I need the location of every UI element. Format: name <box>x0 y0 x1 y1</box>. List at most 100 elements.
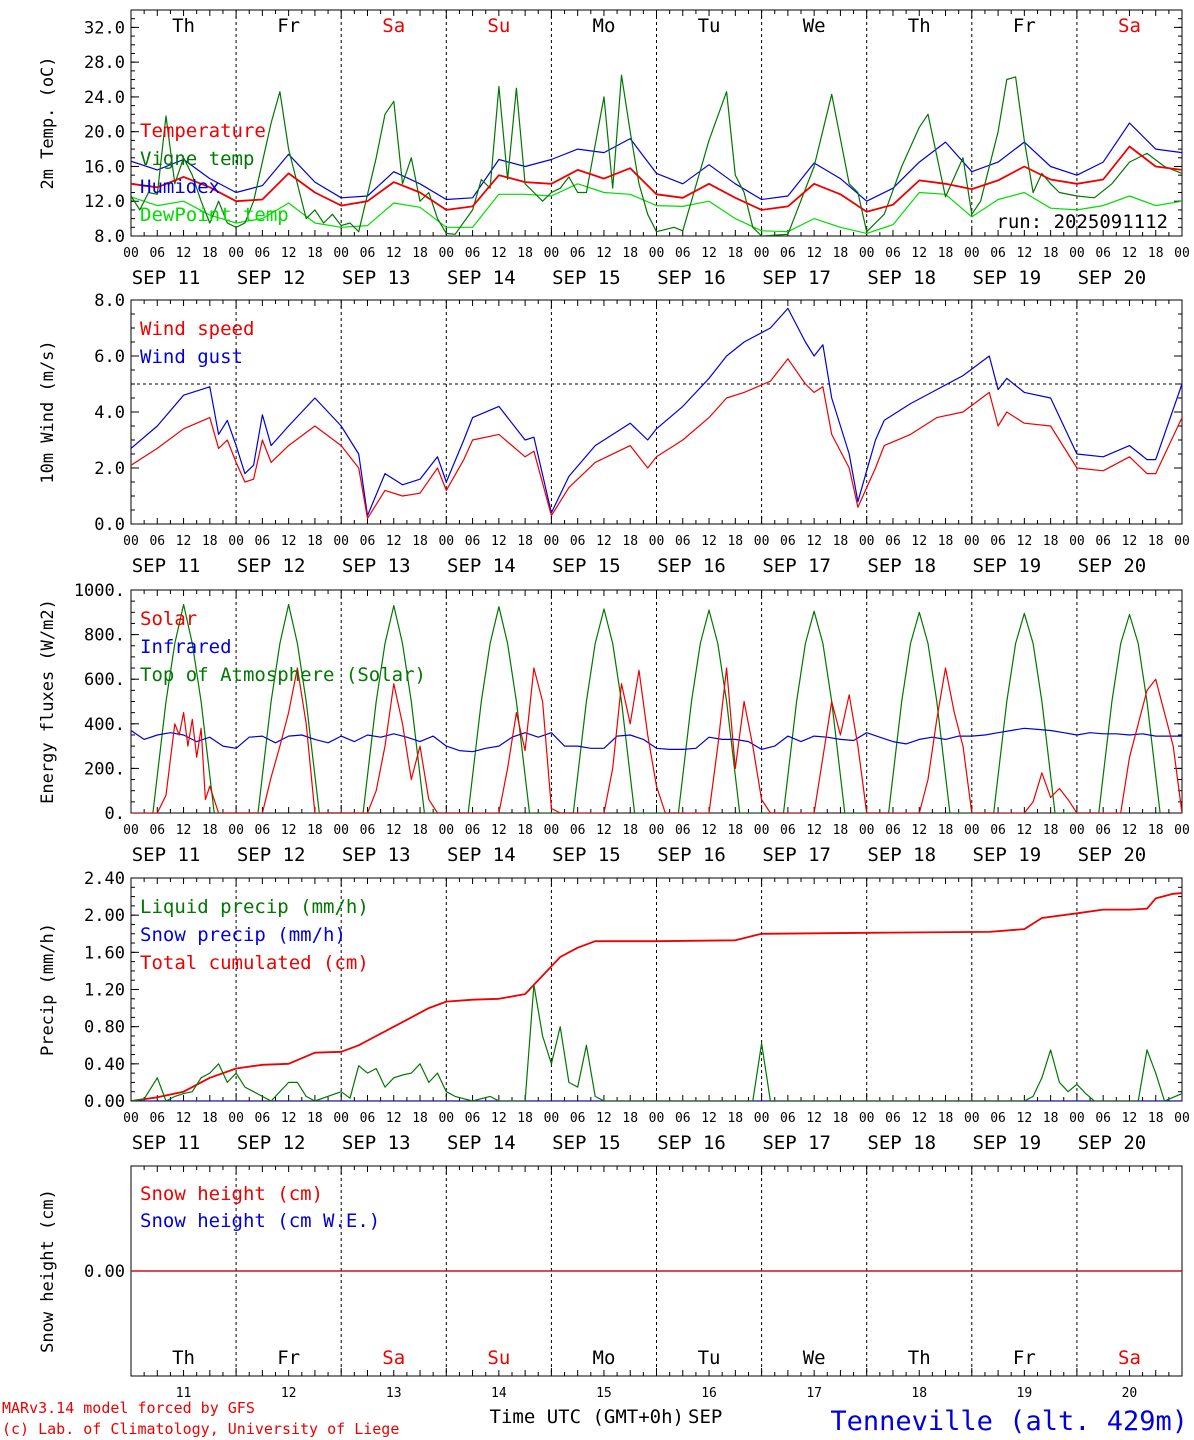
date-label: SEP 20 <box>1078 1132 1147 1154</box>
day-of-week-label: Mo <box>593 1347 616 1369</box>
hour-tick-label: 18 <box>307 534 323 549</box>
hour-tick-label: 06 <box>885 246 901 261</box>
day-of-week-label: Sa <box>382 1347 405 1369</box>
hour-tick-label: 00 <box>1174 246 1190 261</box>
hour-tick-label: 12 <box>491 534 507 549</box>
day-of-week-label: Th <box>172 1347 195 1369</box>
hour-tick-label: 12 <box>176 534 192 549</box>
date-label: SEP 12 <box>237 844 306 866</box>
day-number-label: 12 <box>281 1386 297 1401</box>
series-group <box>131 603 1182 813</box>
hour-tick-label: 18 <box>727 823 743 838</box>
day-number-label: 13 <box>386 1386 402 1401</box>
day-of-week-label: Tu <box>698 1347 721 1369</box>
hour-tick-label: 00 <box>333 534 349 549</box>
hour-tick-label: 06 <box>465 1111 481 1126</box>
y-tick-label: 28.0 <box>84 53 125 73</box>
hour-tick-label: 00 <box>1069 823 1085 838</box>
hour-tick-label: 06 <box>990 823 1006 838</box>
y-tick-label: 1.20 <box>84 981 125 1001</box>
series-group <box>131 892 1182 1101</box>
hour-tick-label: 12 <box>386 1111 402 1126</box>
hour-tick-label: 12 <box>701 823 717 838</box>
legend-label: Wind speed <box>140 318 254 340</box>
hour-tick-label: 12 <box>806 823 822 838</box>
hour-tick-label: 06 <box>780 534 796 549</box>
series-line <box>131 984 1182 1101</box>
y-axis-label: 10m Wind (m/s) <box>38 340 58 483</box>
day-of-week-label: Mo <box>593 15 616 37</box>
date-label: SEP 14 <box>447 267 516 289</box>
day-number-label: 20 <box>1122 1386 1138 1401</box>
hour-tick-label: 12 <box>911 534 927 549</box>
hour-tick-label: 00 <box>859 246 875 261</box>
legend-label: Infrared <box>140 636 232 658</box>
hour-tick-label: 00 <box>1069 246 1085 261</box>
date-label: SEP 11 <box>132 844 201 866</box>
hour-tick-label: 18 <box>307 246 323 261</box>
date-label: SEP 15 <box>552 1132 621 1154</box>
date-label: SEP 19 <box>973 844 1042 866</box>
y-tick-label: 20.0 <box>84 123 125 143</box>
hour-tick-label: 12 <box>596 246 612 261</box>
series-line <box>131 183 1182 234</box>
y-tick-label: 12.0 <box>84 192 125 212</box>
hour-tick-label: 00 <box>544 246 560 261</box>
y-tick-label: 1000. <box>74 581 125 601</box>
hour-tick-label: 00 <box>964 534 980 549</box>
y-tick-label: 400. <box>84 715 125 735</box>
hour-tick-label: 12 <box>911 1111 927 1126</box>
run-label: run: 2025091112 <box>996 211 1168 233</box>
hour-tick-label: 06 <box>675 534 691 549</box>
hour-tick-label: 00 <box>228 1111 244 1126</box>
hour-tick-label: 18 <box>412 1111 428 1126</box>
hour-tick-label: 18 <box>517 534 533 549</box>
hour-tick-label: 00 <box>333 1111 349 1126</box>
hour-tick-label: 18 <box>727 1111 743 1126</box>
hour-tick-label: 18 <box>727 246 743 261</box>
hour-tick-label: 00 <box>544 823 560 838</box>
hour-tick-label: 18 <box>833 534 849 549</box>
hour-tick-label: 06 <box>360 1111 376 1126</box>
date-label: SEP 15 <box>552 844 621 866</box>
panel-3: 0. 200. 400. 600. 800. 1000. Energy fluxes (W/… <box>38 581 1190 866</box>
hour-tick-label: 18 <box>202 823 218 838</box>
day-of-week-label: Fr <box>277 15 300 37</box>
series-line <box>131 727 1182 753</box>
date-label: SEP 19 <box>973 267 1042 289</box>
hour-tick-label: 06 <box>1095 246 1111 261</box>
hour-tick-label: 06 <box>990 1111 1006 1126</box>
hour-tick-label: 12 <box>281 246 297 261</box>
hour-tick-label: 06 <box>360 823 376 838</box>
y-tick-label: 0.00 <box>84 1262 125 1282</box>
hour-tick-label: 06 <box>570 823 586 838</box>
y-tick-label: 8.0 <box>94 227 125 247</box>
hour-tick-label: 00 <box>964 823 980 838</box>
hour-tick-label: 00 <box>333 823 349 838</box>
hour-tick-label: 12 <box>1017 1111 1033 1126</box>
hour-tick-label: 00 <box>123 246 139 261</box>
hour-tick-label: 18 <box>202 246 218 261</box>
day-of-week-label: Fr <box>277 1347 300 1369</box>
date-label: SEP 14 <box>447 844 516 866</box>
hour-tick-label: 12 <box>386 823 402 838</box>
plot-frame <box>130 589 1183 814</box>
date-label: SEP 17 <box>762 844 831 866</box>
model-credit: MARv3.14 model forced by GFS <box>2 1399 255 1417</box>
hour-tick-label: 18 <box>1043 1111 1059 1126</box>
hour-tick-label: 06 <box>675 246 691 261</box>
hour-tick-label: 18 <box>517 246 533 261</box>
hour-tick-label: 18 <box>307 1111 323 1126</box>
day-number-label: 14 <box>491 1386 507 1401</box>
date-label: SEP 16 <box>657 1132 726 1154</box>
day-number-label: 18 <box>911 1386 927 1401</box>
hour-tick-label: 12 <box>386 246 402 261</box>
hour-tick-label: 18 <box>412 823 428 838</box>
hour-tick-label: 18 <box>517 823 533 838</box>
hour-tick-label: 12 <box>491 823 507 838</box>
day-number-label: 11 <box>176 1386 192 1401</box>
hour-tick-label: 00 <box>1069 1111 1085 1126</box>
date-label: SEP 14 <box>447 1132 516 1154</box>
hour-tick-label: 06 <box>675 823 691 838</box>
hour-tick-label: 12 <box>701 534 717 549</box>
